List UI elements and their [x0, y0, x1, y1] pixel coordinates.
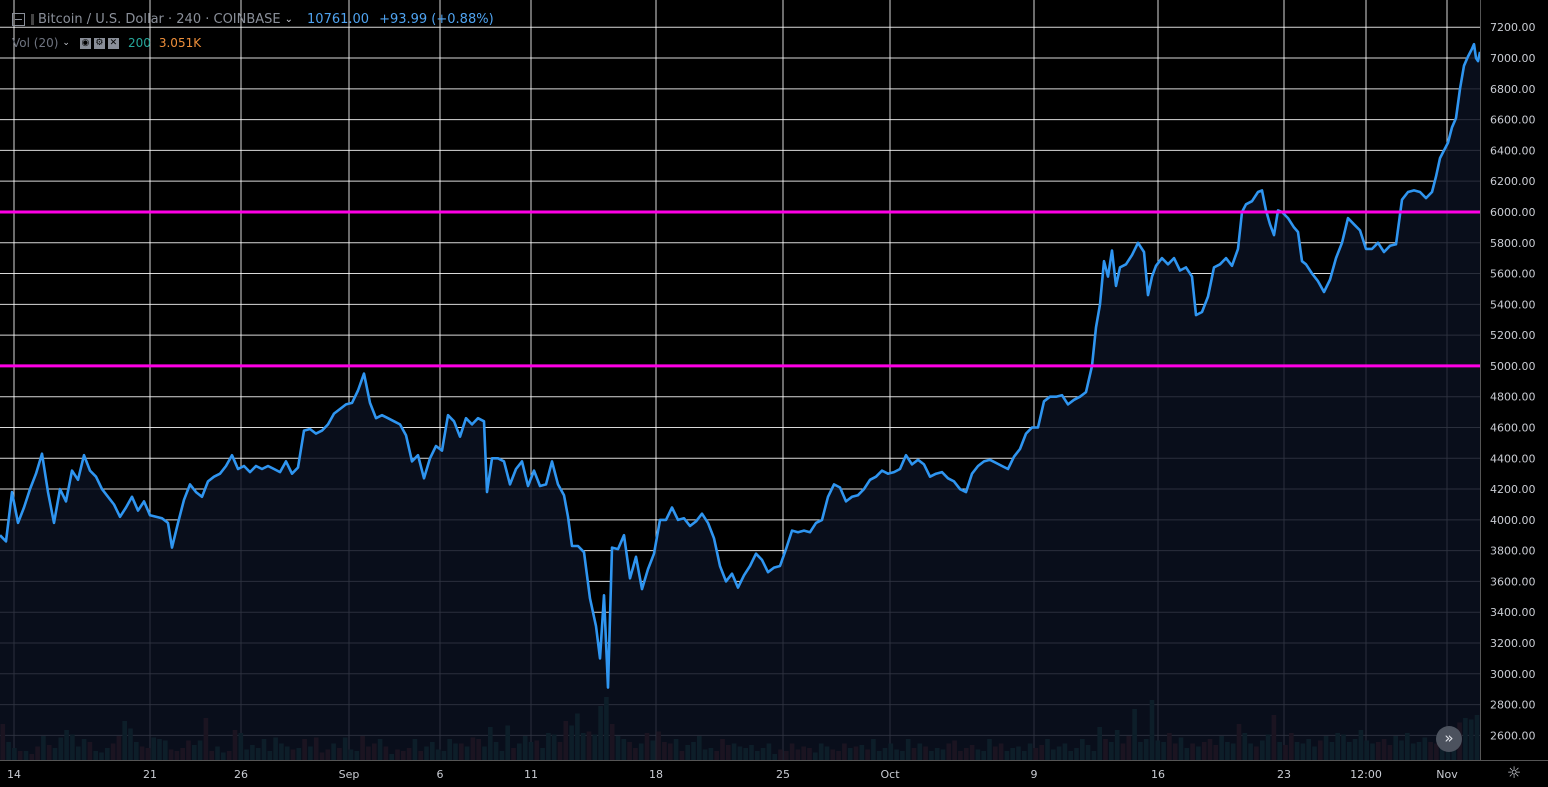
price-tick-label: 7000.00	[1490, 52, 1536, 65]
price-tick-label: 3800.00	[1490, 545, 1536, 558]
time-tick-label: 14	[7, 768, 21, 781]
price-tick-label: 5600.00	[1490, 268, 1536, 281]
price-tick-label: 3400.00	[1490, 606, 1536, 619]
price-tick-label: 4800.00	[1490, 391, 1536, 404]
chevron-down-icon[interactable]: ⌄	[62, 38, 70, 48]
price-tick-label: 5400.00	[1490, 298, 1536, 311]
gear-icon[interactable]: ☼	[1506, 763, 1522, 782]
price-tick-label: 5200.00	[1490, 329, 1536, 342]
time-axis-background	[0, 760, 1548, 787]
price-tick-label: 6000.00	[1490, 206, 1536, 219]
chevron-down-icon[interactable]: ⌄	[284, 13, 294, 25]
time-axis[interactable]: 14 21 26 Sep 6 11 18 25 Oct 9 16 23 12:00 Nov	[0, 760, 1548, 787]
symbol-marker-icon	[31, 13, 34, 25]
collapse-icon[interactable]	[12, 12, 25, 26]
volume-legend[interactable]: Vol (20) ⌄ ◉ ⚙ ✕ 200 3.051K	[12, 34, 201, 52]
price-tick-label: 6200.00	[1490, 175, 1536, 188]
price-tick-label: 6800.00	[1490, 83, 1536, 96]
price-tick-label: 4600.00	[1490, 421, 1536, 434]
price-tick-label: 4200.00	[1490, 483, 1536, 496]
time-tick-label: 21	[143, 768, 157, 781]
price-change: +93.99 (+0.88%)	[379, 11, 494, 27]
time-tick-label: Oct	[880, 768, 900, 781]
time-tick-label: 6	[437, 768, 444, 781]
volume-ma-period: 200	[127, 36, 151, 50]
eye-icon[interactable]: ◉	[79, 37, 91, 49]
time-tick-label: 11	[524, 768, 538, 781]
price-tick-label: 5000.00	[1490, 360, 1536, 373]
time-tick-label: 25	[776, 768, 790, 781]
time-tick-label: Nov	[1436, 768, 1458, 781]
symbol-title[interactable]: Bitcoin / U.S. Dollar · 240 · COINBASE	[38, 11, 281, 27]
scroll-to-realtime-button[interactable]: »	[1436, 726, 1462, 752]
volume-value: 3.051K	[158, 36, 202, 50]
price-tick-label: 4000.00	[1490, 514, 1536, 527]
price-tick-label: 6400.00	[1490, 144, 1536, 157]
time-tick-label: 18	[649, 768, 663, 781]
settings-icon[interactable]: ⚙	[93, 37, 105, 49]
last-price: 10761.00	[307, 11, 370, 27]
time-tick-label: 16	[1151, 768, 1165, 781]
time-tick-label: 26	[234, 768, 248, 781]
time-tick-label: 12:00	[1350, 768, 1382, 781]
time-tick-label: 9	[1031, 768, 1038, 781]
price-tick-label: 3000.00	[1490, 668, 1536, 681]
time-tick-label: Sep	[339, 768, 360, 781]
price-tick-label: 7200.00	[1490, 21, 1536, 34]
time-tick-label: 23	[1277, 768, 1291, 781]
price-tick-label: 2600.00	[1490, 729, 1536, 742]
volume-label[interactable]: Vol (20)	[12, 36, 59, 50]
price-tick-label: 6600.00	[1490, 114, 1536, 127]
price-axis[interactable]: 7200.00 7000.00 6800.00 6600.00 6400.00 6200.…	[1480, 0, 1548, 787]
symbol-header[interactable]: Bitcoin / U.S. Dollar · 240 · COINBASE ⌄…	[12, 9, 494, 29]
price-area	[0, 44, 1480, 760]
price-axis-background	[1480, 0, 1548, 787]
price-tick-label: 2800.00	[1490, 699, 1536, 712]
price-tick-label: 3600.00	[1490, 575, 1536, 588]
close-icon[interactable]: ✕	[107, 37, 119, 49]
price-tick-label: 4400.00	[1490, 452, 1536, 465]
price-tick-label: 5800.00	[1490, 237, 1536, 250]
price-tick-label: 3200.00	[1490, 637, 1536, 650]
